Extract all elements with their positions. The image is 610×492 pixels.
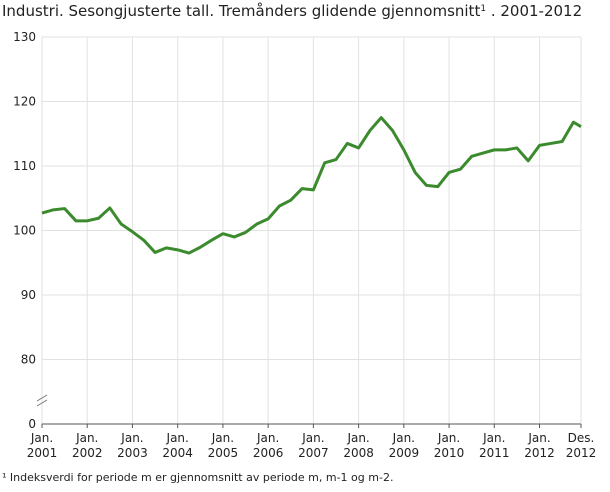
x-tick-label: Jan. 2002 bbox=[72, 431, 103, 460]
title-suffix: . 2001-2012 bbox=[486, 2, 582, 20]
x-tick-label: Jan. 2010 bbox=[434, 431, 465, 460]
x-tick-label: Jan. 2003 bbox=[117, 431, 148, 460]
y-tick-label: 90 bbox=[21, 288, 36, 302]
x-tick-label: Jan. 2005 bbox=[208, 431, 239, 460]
x-tick-label: Jan. 2009 bbox=[389, 431, 420, 460]
title-note-mark: 1 bbox=[480, 4, 486, 14]
line-series bbox=[41, 116, 582, 255]
y-tick-label: 130 bbox=[13, 30, 36, 44]
chart-title: Industri. Sesongjusterte tall. Tremånder… bbox=[2, 2, 582, 20]
x-tick-label: Jan. 2012 bbox=[524, 431, 555, 460]
x-tick-label: Des. 2012 bbox=[566, 431, 597, 460]
x-tick-label: Jan. 2004 bbox=[162, 431, 193, 460]
x-tick-label: Jan. 2007 bbox=[298, 431, 329, 460]
x-tick-label: Jan. 2001 bbox=[27, 431, 58, 460]
y-tick-label: 0 bbox=[28, 417, 36, 431]
axis-break bbox=[36, 394, 48, 407]
x-tick-label: Jan. 2006 bbox=[253, 431, 284, 460]
y-tick-label: 80 bbox=[21, 353, 36, 367]
x-tick-label: Jan. 2011 bbox=[479, 431, 510, 460]
x-tick-label: Jan. 2008 bbox=[343, 431, 374, 460]
y-tick-label: 120 bbox=[13, 95, 36, 109]
title-text: Industri. Sesongjusterte tall. Tremånder… bbox=[2, 2, 480, 20]
y-tick-label: 100 bbox=[13, 224, 36, 238]
footnote: ¹ Indeksverdi for periode m er gjennomsn… bbox=[2, 471, 393, 484]
y-tick-label: 110 bbox=[13, 159, 36, 173]
